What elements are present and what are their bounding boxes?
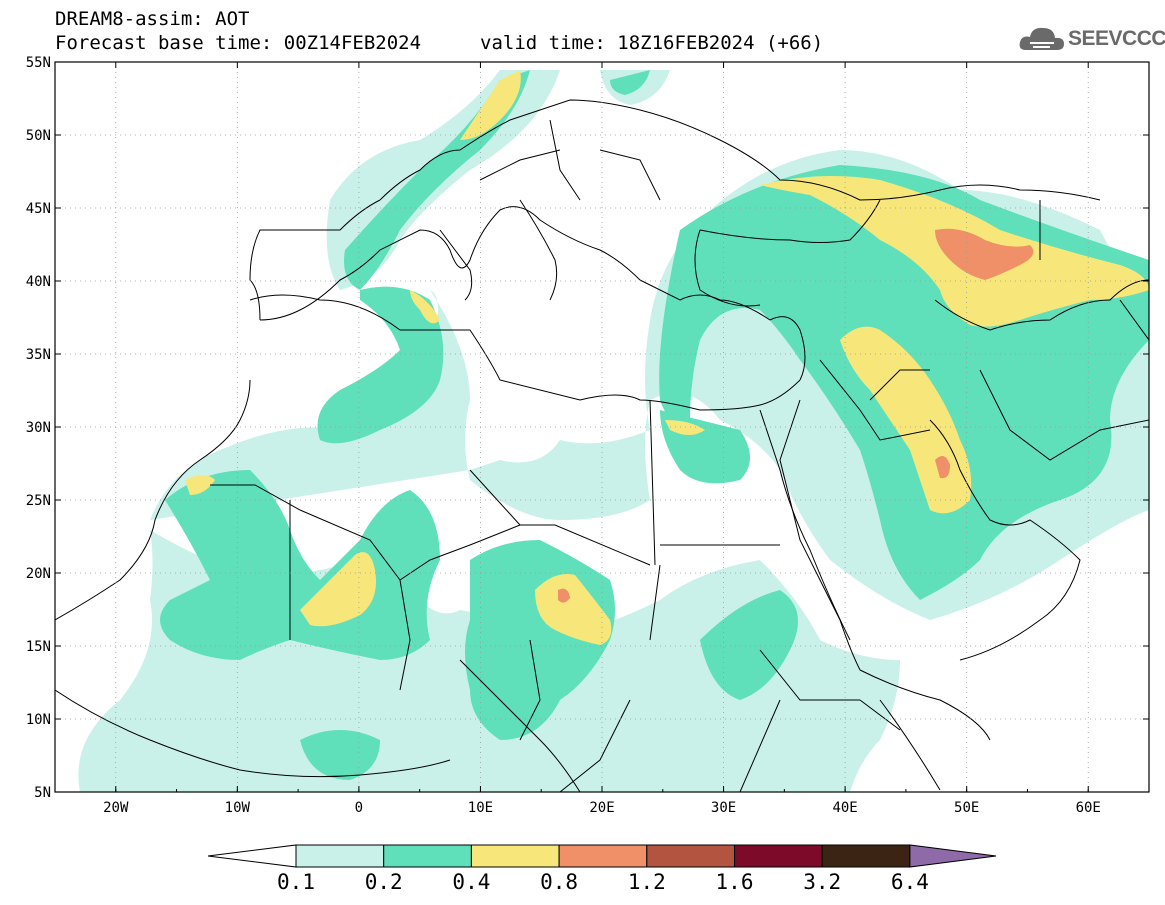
lon-label: 20W <box>103 800 129 816</box>
colorbar-label: 0.8 <box>540 870 578 894</box>
lat-label: 30N <box>26 420 51 436</box>
colorbar-label: 0.2 <box>365 870 403 894</box>
valid-time-text: valid time: 18Z16FEB2024 (+66) <box>480 32 824 54</box>
colorbar: 0.1 0.2 0.4 0.8 1.2 1.6 3.2 6.4 <box>207 844 997 894</box>
colorbar-high-arrow <box>909 844 997 868</box>
lat-label: 35N <box>26 347 51 363</box>
colorbar-segment <box>646 844 735 868</box>
lat-label: 10N <box>26 712 51 728</box>
colorbar-segment <box>470 844 560 868</box>
lon-label: 20E <box>589 800 614 816</box>
lat-label: 55N <box>26 55 51 71</box>
lon-label: 0 <box>355 800 363 816</box>
colorbar-label: 6.4 <box>891 870 929 894</box>
lon-label: 10E <box>468 800 493 816</box>
lon-label: 10W <box>225 800 251 816</box>
lon-label: 30E <box>711 800 736 816</box>
lat-label: 15N <box>26 639 51 655</box>
colorbar-label: 3.2 <box>803 870 841 894</box>
base-time-text: Forecast base time: 00Z14FEB2024 <box>55 32 422 54</box>
colorbar-segment <box>734 844 823 868</box>
lat-label: 40N <box>26 274 51 290</box>
gridlines <box>55 62 1149 792</box>
lon-label: 60E <box>1076 800 1101 816</box>
colorbar-label: 0.4 <box>452 870 490 894</box>
lat-label: 45N <box>26 201 51 217</box>
colorbar-segment <box>821 844 911 868</box>
aot-field <box>78 70 1149 792</box>
forecast-base-time: Forecast base time: 00Z14FEB2024 valid ti… <box>55 32 823 54</box>
colorbar-label: 1.6 <box>716 870 754 894</box>
coastlines <box>55 99 1149 792</box>
lon-label: 50E <box>954 800 979 816</box>
map-title: DREAM8-assim: AOT <box>55 8 250 30</box>
lat-label: 20N <box>26 566 51 582</box>
lat-label: 25N <box>26 493 51 509</box>
axis-ticks: 55N 50N 45N 40N 35N 30N 25N 20N 15N 10N 5N 20W 10W 0 1… <box>26 55 1150 816</box>
seevccc-logo <box>1018 22 1158 56</box>
lat-label: 50N <box>26 128 51 144</box>
colorbar-segment <box>558 844 648 868</box>
lat-label: 5N <box>34 785 51 801</box>
aot-level-0.8 <box>558 228 1034 603</box>
cloud-icon <box>1019 27 1064 50</box>
colorbar-segment <box>383 844 472 868</box>
colorbar-low-arrow <box>207 844 297 868</box>
colorbar-label: 1.2 <box>628 870 666 894</box>
logo-text: SEEVCCC <box>1068 27 1165 50</box>
colorbar-segment <box>295 844 385 868</box>
lon-label: 40E <box>832 800 857 816</box>
colorbar-label: 0.1 <box>277 870 315 894</box>
